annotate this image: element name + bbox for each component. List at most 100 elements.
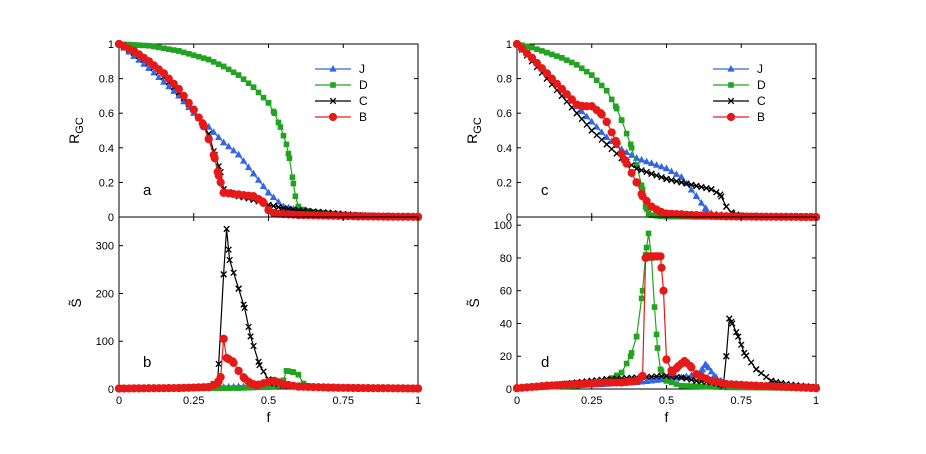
point-J [140,60,148,67]
point-D [230,69,237,76]
y-tick-label: 20 [500,351,512,363]
data-point-B [578,102,587,111]
point-C [698,183,705,191]
data-point-B [811,384,820,393]
series-line-D [516,43,816,218]
point-C [688,181,695,188]
data-point-C [678,374,685,381]
data-point-C [588,127,596,134]
legend-marker-C [329,97,337,105]
data-point-B [129,46,139,56]
data-point-C [663,175,670,183]
y-tick-label: 100 [494,220,512,232]
point-D [653,212,660,219]
data-point-B [210,154,219,163]
point-C [250,342,257,350]
data-point-B [324,383,333,392]
data-point-D [639,186,646,193]
point-J [628,151,636,158]
point-D [245,384,252,391]
point-C [658,173,665,181]
data-point-J [647,159,656,166]
point-J [593,123,601,130]
point-C [583,121,591,128]
data-point-D [271,110,278,116]
y-tick-label: 0.2 [497,177,512,189]
point-D [703,383,710,390]
y-tick-label: 200 [96,288,114,300]
x-tick-label: 0.5 [261,395,276,407]
data-point-J [692,192,700,199]
point-D [628,145,635,151]
point-D [171,47,177,53]
data-point-D [574,61,580,68]
point-D [166,46,172,52]
data-point-B [219,188,228,197]
data-point-D [612,103,619,110]
series-line-B [516,255,817,389]
data-point-J [677,173,686,180]
panel-b-frame [118,216,419,390]
data-point-B [617,378,626,387]
data-point-D [627,353,634,360]
y-axis-title: RGC [66,117,86,144]
y-tick-label: 0 [506,212,512,224]
data-point-C [723,352,730,360]
legend-marker-C [727,97,735,105]
point-D [290,180,297,187]
data-point-C [767,377,775,385]
data-point-B [602,378,611,387]
data-point-D [678,382,685,389]
panel-letter: a [143,182,152,199]
y-tick-label: 0.6 [99,108,114,120]
point-J [697,198,705,206]
data-point-B [662,209,671,218]
data-point-C [717,191,724,198]
data-point-J [603,133,611,141]
data-point-B [249,192,258,201]
data-point-D [663,378,670,384]
series-C [513,40,820,221]
data-point-B [222,353,231,363]
point-D [534,46,540,52]
x-tick-label: 0.75 [333,395,354,407]
point-D [688,383,695,389]
data-point-D [265,100,272,106]
point-D [225,66,232,73]
point-D [643,244,650,251]
series-J [513,40,820,220]
point-C [638,167,645,174]
data-point-C [648,170,655,178]
point-J [259,182,268,190]
point-D [623,130,630,137]
data-point-C [280,205,287,212]
legend-label-B: B [359,110,367,124]
data-point-J [647,376,656,384]
x-tick-label: 0.5 [659,395,674,407]
data-point-B [513,384,522,393]
point-D [285,150,292,157]
data-point-D [603,87,610,94]
legend-label-D: D [757,78,766,92]
point-C [653,373,660,380]
data-point-B [677,210,686,219]
data-point-D [639,287,646,294]
data-point-D [176,48,182,54]
data-point-D [220,63,227,70]
data-point-D [295,203,302,210]
point-D [638,182,645,189]
point-B [164,74,173,83]
point-B [532,58,542,68]
point-B [567,95,576,104]
data-point-B [587,102,596,111]
point-C [643,168,650,176]
data-point-B [647,202,656,211]
data-point-C [220,271,227,278]
point-D [230,385,237,391]
point-D [180,49,187,56]
point-D [524,43,530,50]
data-point-B [602,117,611,126]
